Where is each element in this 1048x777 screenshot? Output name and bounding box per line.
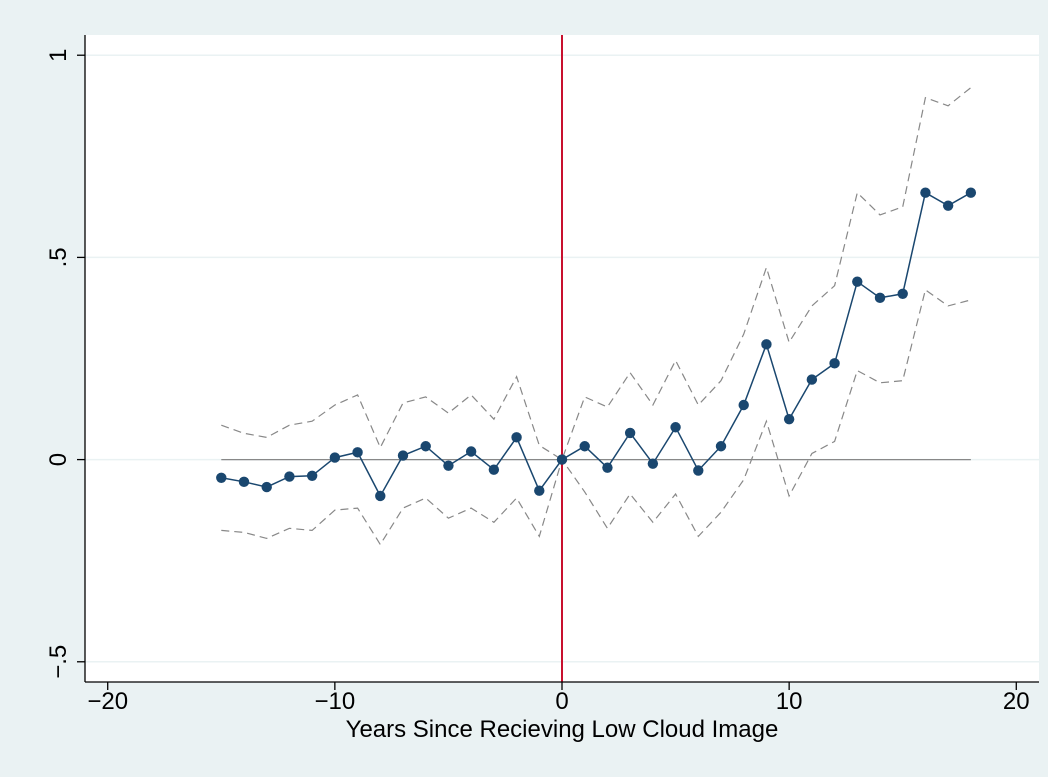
estimate-point <box>942 200 954 211</box>
estimate-point <box>352 447 363 458</box>
estimate-point <box>965 187 977 198</box>
estimate-point <box>670 422 681 433</box>
estimate-point <box>602 462 613 473</box>
upper-ci-line <box>221 87 972 461</box>
estimate-point <box>624 427 636 439</box>
estimate-point <box>261 481 272 493</box>
x-tick-label: 0 <box>555 688 568 715</box>
estimate-point <box>920 187 931 198</box>
estimate-point <box>829 358 840 369</box>
y-tick-label: 0 <box>45 453 72 466</box>
estimate-point <box>783 413 795 425</box>
estimate-point <box>284 471 295 482</box>
estimate-point <box>761 339 772 350</box>
y-tick-label: .5 <box>45 247 72 267</box>
reference-lines <box>221 35 971 682</box>
x-tick-label: −10 <box>314 688 355 715</box>
lower-ci-line <box>221 288 972 546</box>
y-tick-label: 1 <box>45 49 72 62</box>
estimate-point <box>715 441 727 452</box>
estimate-point <box>488 464 500 475</box>
estimate-point <box>647 458 659 469</box>
estimate-point <box>420 441 431 452</box>
x-tick-label: −20 <box>87 688 128 715</box>
axes: −.5 0 .5 1 −20 −10 0 10 20 <box>45 35 1039 715</box>
x-axis-title: Years Since Recieving Low Cloud Image <box>346 716 779 743</box>
estimate-point <box>375 490 386 502</box>
estimate-point <box>897 288 908 299</box>
x-tick-label: 10 <box>776 688 803 715</box>
estimate-point <box>443 460 454 471</box>
estimate-point <box>397 450 409 461</box>
estimate-point <box>465 446 477 457</box>
x-tick-label: 20 <box>1003 688 1030 715</box>
estimate-point <box>738 399 749 411</box>
estimate-line <box>221 191 972 498</box>
estimate-point <box>874 292 886 304</box>
estimate-point <box>693 465 704 476</box>
estimate-point <box>306 470 318 481</box>
estimate-point <box>852 276 863 287</box>
y-tick-label: −.5 <box>45 645 72 679</box>
estimate-point <box>511 432 522 443</box>
estimate-point <box>329 452 341 463</box>
estimate-point <box>216 472 227 483</box>
estimate-point <box>238 476 250 488</box>
confidence-bands <box>221 87 972 546</box>
estimate-point <box>806 374 818 385</box>
estimate-series <box>216 187 977 502</box>
estimate-point <box>556 454 568 465</box>
estimate-point <box>534 485 545 496</box>
estimate-point <box>579 441 590 452</box>
